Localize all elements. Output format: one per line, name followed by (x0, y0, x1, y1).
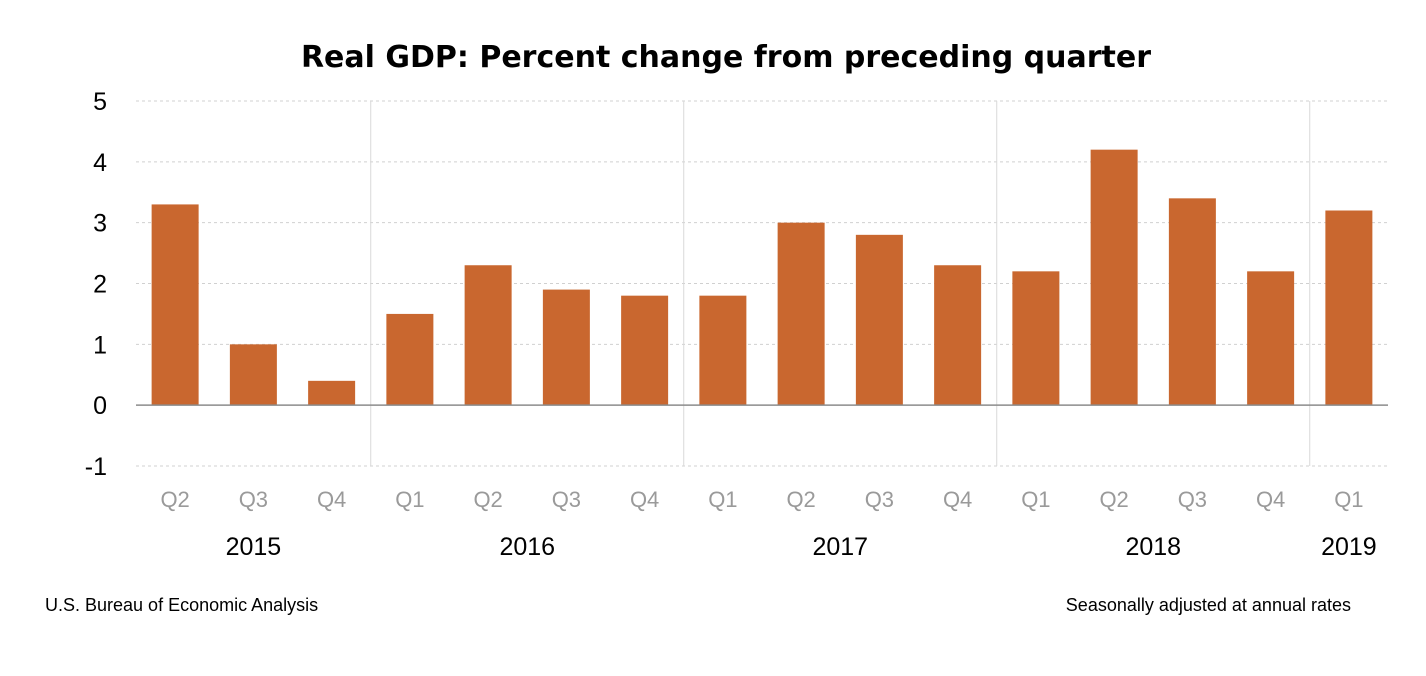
x-tick-label: Q1 (708, 487, 737, 512)
x-tick-label: Q1 (395, 487, 424, 512)
x-tick-label: Q4 (943, 487, 972, 512)
x-tick-label: Q3 (1178, 487, 1207, 512)
x-tick-label: Q4 (317, 487, 346, 512)
y-tick-label: 2 (93, 271, 107, 299)
x-tick-label: Q1 (1334, 487, 1363, 512)
rate-note: Seasonally adjusted at annual rates (1066, 595, 1351, 615)
bar-15 (1325, 210, 1373, 406)
y-tick-label: 4 (93, 149, 107, 177)
bar-10 (934, 265, 982, 406)
bar-14 (1247, 271, 1295, 406)
bar-11 (1012, 271, 1060, 406)
x-tick-label: Q2 (160, 487, 189, 512)
x-tick-label: Q4 (630, 487, 659, 512)
x-tick-label: Q2 (786, 487, 815, 512)
y-tick-label: 3 (93, 210, 107, 238)
bar-8 (777, 222, 825, 406)
bar-0 (151, 204, 199, 406)
x-axis-quarter-ticks: Q2 Q3 Q4 Q1 Q2 Q3 Q4 Q1 Q2 Q3 Q4 Q1 Q2 Q3 Q4 Q1 (160, 487, 1363, 512)
year-label: 2015 (226, 533, 282, 561)
bar-12 (1090, 149, 1138, 406)
y-tick-label: -1 (85, 453, 107, 481)
x-tick-label: Q3 (239, 487, 268, 512)
y-axis-ticks: -1 0 1 2 3 4 5 (85, 88, 107, 481)
x-tick-label: Q1 (1021, 487, 1050, 512)
x-tick-label: Q3 (552, 487, 581, 512)
x-tick-label: Q2 (1099, 487, 1128, 512)
bar-2 (308, 380, 356, 406)
x-tick-label: Q4 (1256, 487, 1285, 512)
bar-9 (855, 234, 903, 406)
bar-5 (542, 289, 590, 406)
gridlines (136, 100, 1388, 467)
bar-7 (699, 295, 747, 406)
x-tick-label: Q3 (865, 487, 894, 512)
bar-13 (1168, 198, 1216, 406)
x-axis-year-labels: 2015 2016 2017 2018 2019 (226, 533, 1377, 561)
bar-6 (621, 295, 669, 406)
year-label: 2017 (812, 533, 868, 561)
year-label: 2018 (1125, 533, 1181, 561)
bar-4 (464, 265, 512, 406)
y-tick-label: 0 (93, 392, 107, 420)
source-note: U.S. Bureau of Economic Analysis (45, 595, 318, 615)
chart-title: Real GDP: Percent change from preceding … (301, 40, 1151, 75)
y-tick-label: 5 (93, 88, 107, 116)
y-tick-label: 1 (93, 331, 107, 359)
bars (151, 149, 1373, 406)
year-label: 2016 (499, 533, 555, 561)
year-label: 2019 (1321, 533, 1377, 561)
bar-1 (229, 344, 277, 406)
x-tick-label: Q2 (473, 487, 502, 512)
bar-3 (386, 313, 434, 406)
